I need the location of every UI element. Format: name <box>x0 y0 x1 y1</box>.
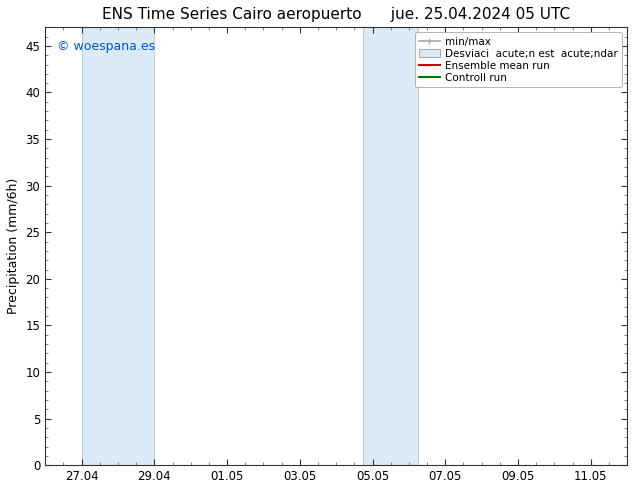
Title: ENS Time Series Cairo aeropuerto      jue. 25.04.2024 05 UTC: ENS Time Series Cairo aeropuerto jue. 25… <box>102 7 570 22</box>
Bar <box>82 27 154 465</box>
Text: © woespana.es: © woespana.es <box>57 40 155 53</box>
Y-axis label: Precipitation (mm/6h): Precipitation (mm/6h) <box>7 178 20 315</box>
Bar <box>363 27 418 465</box>
Legend: min/max, Desviaci  acute;n est  acute;ndar, Ensemble mean run, Controll run: min/max, Desviaci acute;n est acute;ndar… <box>415 32 622 87</box>
